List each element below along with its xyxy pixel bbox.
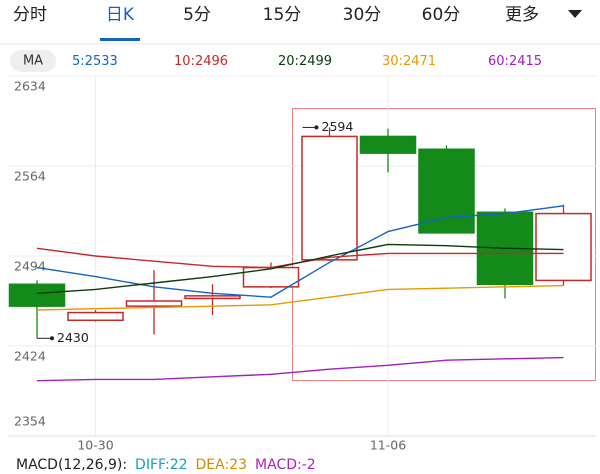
x-tick-label: 11-06 — [370, 438, 406, 453]
macd-separator: : — [297, 457, 302, 473]
ma-line — [36, 356, 564, 382]
candle-body — [242, 266, 300, 288]
more-tab[interactable]: 更多 — [505, 5, 539, 25]
candle-body — [359, 135, 417, 154]
y-tick-label: 2354 — [14, 414, 46, 429]
ma-line — [36, 284, 564, 311]
tab[interactable]: 15分 — [263, 5, 302, 25]
ma-value: 2499 — [299, 54, 332, 69]
ma-legend: 20:2499 — [278, 54, 332, 69]
dropdown-arrow[interactable] — [568, 10, 582, 18]
macd-name: MACD — [255, 457, 297, 473]
max-label: 2594 — [322, 119, 354, 134]
max-marker-dot — [314, 125, 319, 130]
ma-separator: : — [505, 54, 509, 69]
ma-name: 60 — [488, 54, 505, 69]
tab[interactable]: 分时 — [13, 5, 47, 25]
min-marker-dot — [50, 336, 54, 341]
macd-value: 22 — [170, 457, 188, 473]
candle-body — [418, 148, 475, 234]
ma-line — [36, 205, 564, 298]
candle-body — [67, 311, 124, 322]
ma-name: 5 — [72, 54, 80, 69]
ma-value: 2533 — [85, 54, 118, 69]
macd-separator: : — [225, 457, 230, 473]
tab[interactable]: 日K — [106, 5, 135, 25]
ma-name: 30 — [382, 54, 399, 69]
highlight-box — [292, 108, 596, 381]
y-tick-label: 2494 — [14, 259, 46, 274]
tab[interactable]: 5分 — [183, 5, 211, 25]
candle-body — [535, 212, 592, 282]
ma-legend: 60:2415 — [488, 54, 542, 69]
ma-separator: : — [399, 54, 403, 69]
y-tick-label: 2634 — [14, 79, 46, 94]
ma-label: MA — [23, 54, 43, 69]
ma-name: 20 — [278, 54, 295, 69]
macd-separator: : — [165, 457, 170, 473]
macd-label: MACD(12,26,9) — [16, 457, 122, 473]
tab-underline — [100, 38, 140, 41]
ma-separator: : — [295, 54, 299, 69]
ma-pill[interactable] — [10, 50, 56, 72]
ma-value: 2415 — [509, 54, 542, 69]
y-tick-label: 2424 — [14, 349, 46, 364]
candle-body — [8, 283, 66, 307]
macd-value: 23 — [229, 457, 247, 473]
macd-value: -2 — [302, 457, 316, 473]
ma-separator: : — [191, 54, 195, 69]
ma-line — [36, 243, 564, 294]
macd-name: DIFF — [135, 457, 166, 473]
ma-legend: 30:2471 — [382, 54, 436, 69]
candle-body — [125, 300, 183, 307]
ma-separator: : — [80, 54, 84, 69]
macd-legend: MACD(12,26,9): DIFF:22 DEA:23 MACD:-2 — [16, 457, 316, 473]
x-tick-label: 10-30 — [77, 438, 113, 453]
candle-body — [184, 295, 241, 300]
tab[interactable]: 60分 — [422, 5, 461, 25]
tab[interactable]: 30分 — [343, 5, 382, 25]
ma-value: 2496 — [195, 54, 228, 69]
min-label: 2430 — [57, 330, 89, 345]
ma-name: 10 — [174, 54, 191, 69]
ma-value: 2471 — [403, 54, 436, 69]
macd-separator: : — [122, 457, 127, 473]
y-tick-label: 2564 — [14, 169, 46, 184]
ma-legend: 5:2533 — [72, 54, 118, 69]
ma-legend: 10:2496 — [174, 54, 228, 69]
candle-body — [301, 135, 358, 261]
macd-name: DEA — [196, 457, 226, 473]
